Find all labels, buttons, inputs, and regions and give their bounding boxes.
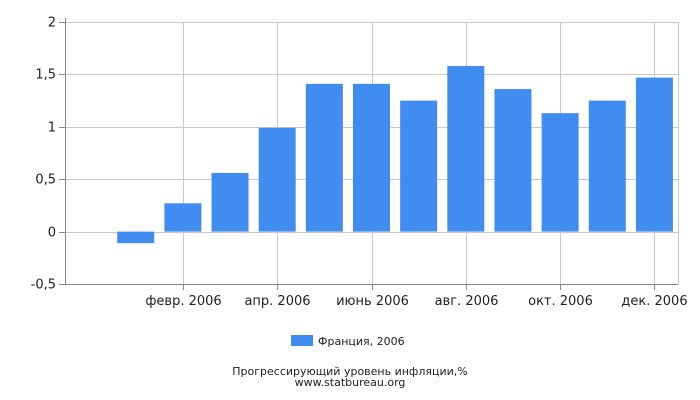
bar xyxy=(635,77,673,232)
legend-swatch xyxy=(291,335,313,346)
y-tick-label: 0,5 xyxy=(35,173,56,188)
bar xyxy=(400,100,438,232)
bar xyxy=(164,203,202,232)
y-tick-label: 2 xyxy=(48,16,56,31)
bar xyxy=(541,113,579,232)
y-tick-labels: -0,5 0 0,5 1 1,5 2 xyxy=(31,16,56,293)
chart-title: Прогрессирующий уровень инфляции,% xyxy=(232,365,467,378)
x-tick-label: окт. 2006 xyxy=(528,294,593,309)
chart-source: www.statbureau.org xyxy=(295,376,406,389)
bar xyxy=(353,83,390,232)
y-tick-label: 0 xyxy=(48,226,56,241)
x-tick-label: авг. 2006 xyxy=(435,294,499,309)
axes xyxy=(59,18,678,290)
y-tick-label: 1,5 xyxy=(35,68,56,83)
bar xyxy=(211,172,249,232)
bar xyxy=(588,100,626,232)
bar xyxy=(258,127,296,232)
legend-label: Франция, 2006 xyxy=(318,335,405,348)
grid-lines xyxy=(65,22,679,285)
x-tick-label: июнь 2006 xyxy=(336,294,409,309)
x-tick-label: февр. 2006 xyxy=(145,294,221,309)
x-tick-label: апр. 2006 xyxy=(244,294,310,309)
x-tick-label: дек. 2006 xyxy=(621,294,687,309)
bar xyxy=(117,231,155,244)
bar xyxy=(447,66,485,232)
bars xyxy=(117,66,673,244)
y-tick-label: 1 xyxy=(48,121,56,136)
bar xyxy=(305,83,343,232)
bar xyxy=(494,89,532,232)
x-tick-labels: февр. 2006 апр. 2006 июнь 2006 авг. 2006 окт… xyxy=(145,294,687,309)
legend: Франция, 2006 xyxy=(291,335,405,348)
y-tick-label: -0,5 xyxy=(31,278,56,293)
